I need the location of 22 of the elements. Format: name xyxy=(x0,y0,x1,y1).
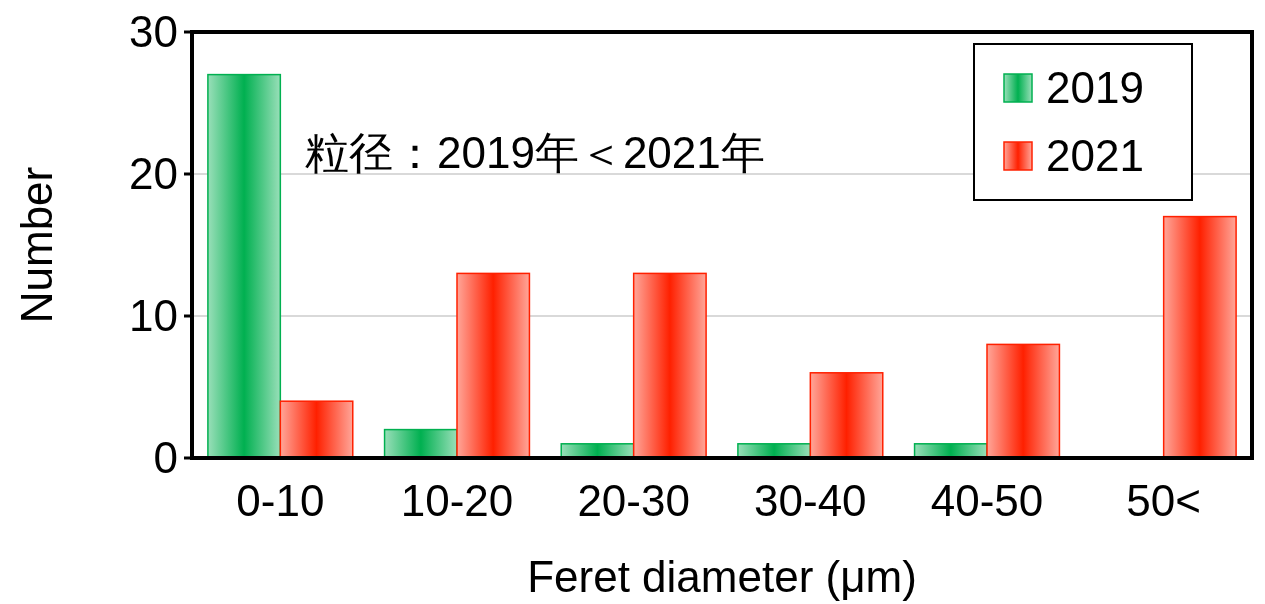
bar xyxy=(279,400,354,459)
legend-label: 2021 xyxy=(1046,131,1144,181)
x-tick-label: 10-20 xyxy=(400,476,514,525)
x-axis-title: Feret diameter (μm) xyxy=(527,552,917,601)
x-tick-label: 40-50 xyxy=(930,476,1044,525)
bar xyxy=(1162,215,1237,459)
bar xyxy=(809,372,884,459)
y-tick-label: 10 xyxy=(129,291,178,341)
annotation: 粒径：2019年＜2021年 xyxy=(305,128,765,177)
bar xyxy=(207,73,282,459)
y-tick-label: 0 xyxy=(153,433,178,483)
y-tick-label: 20 xyxy=(129,149,178,199)
bar xyxy=(986,343,1061,459)
y-tick-label: 30 xyxy=(129,7,178,57)
x-tick-label: 30-40 xyxy=(754,476,867,525)
y-axis-title: Number xyxy=(12,166,61,324)
legend-label: 2019 xyxy=(1046,63,1144,113)
x-tick-label: 0-10 xyxy=(236,476,325,525)
bar xyxy=(456,272,531,459)
bar xyxy=(632,272,707,459)
x-tick-label: 20-30 xyxy=(577,476,690,525)
x-tick-label: 50< xyxy=(1126,476,1201,525)
